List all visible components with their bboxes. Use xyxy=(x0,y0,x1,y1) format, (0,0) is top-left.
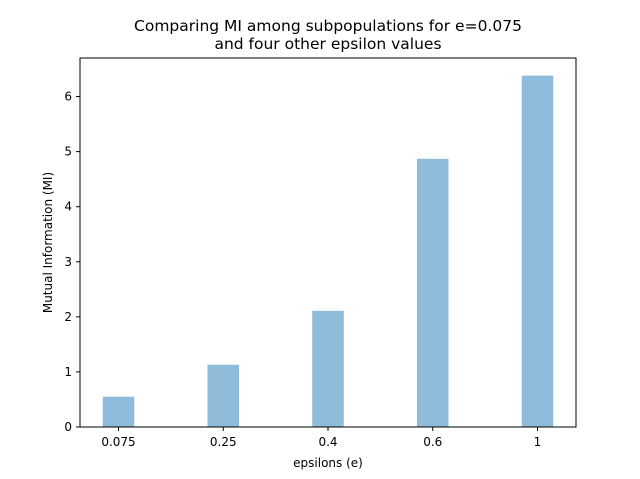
y-tick-label: 1 xyxy=(64,365,72,379)
y-axis-ticks: 0 1 2 3 4 5 6 xyxy=(64,90,80,434)
x-tick-label: 0.6 xyxy=(423,435,442,449)
bars-group xyxy=(102,75,554,428)
x-axis-ticks: 0.075 0.25 0.4 0.6 1 xyxy=(101,427,541,449)
y-tick-label: 3 xyxy=(64,255,72,269)
bar-0.6 xyxy=(417,158,449,427)
bar-1 xyxy=(521,75,554,428)
x-tick-label: 0.25 xyxy=(210,435,237,449)
plot-frame xyxy=(79,57,577,428)
x-tick-label: 0.4 xyxy=(318,435,337,449)
y-tick-label: 5 xyxy=(64,145,72,159)
chart-title-line-1: Comparing MI among subpopulations for e=… xyxy=(134,17,522,35)
x-axis-label: epsilons (e) xyxy=(293,456,363,470)
bar-0.25 xyxy=(207,364,239,427)
bar-0.075 xyxy=(102,396,135,427)
y-tick-label: 2 xyxy=(64,310,72,324)
x-tick-label: 0.075 xyxy=(101,435,135,449)
y-axis-label: Mutual Information (MI) xyxy=(41,172,55,313)
y-tick-label: 6 xyxy=(64,90,72,104)
y-tick-label: 4 xyxy=(64,200,72,214)
chart-title-line-2: and four other epsilon values xyxy=(214,35,441,53)
y-tick-label: 0 xyxy=(64,420,72,434)
x-tick-label: 1 xyxy=(534,435,542,449)
bar-0.4 xyxy=(312,310,344,427)
